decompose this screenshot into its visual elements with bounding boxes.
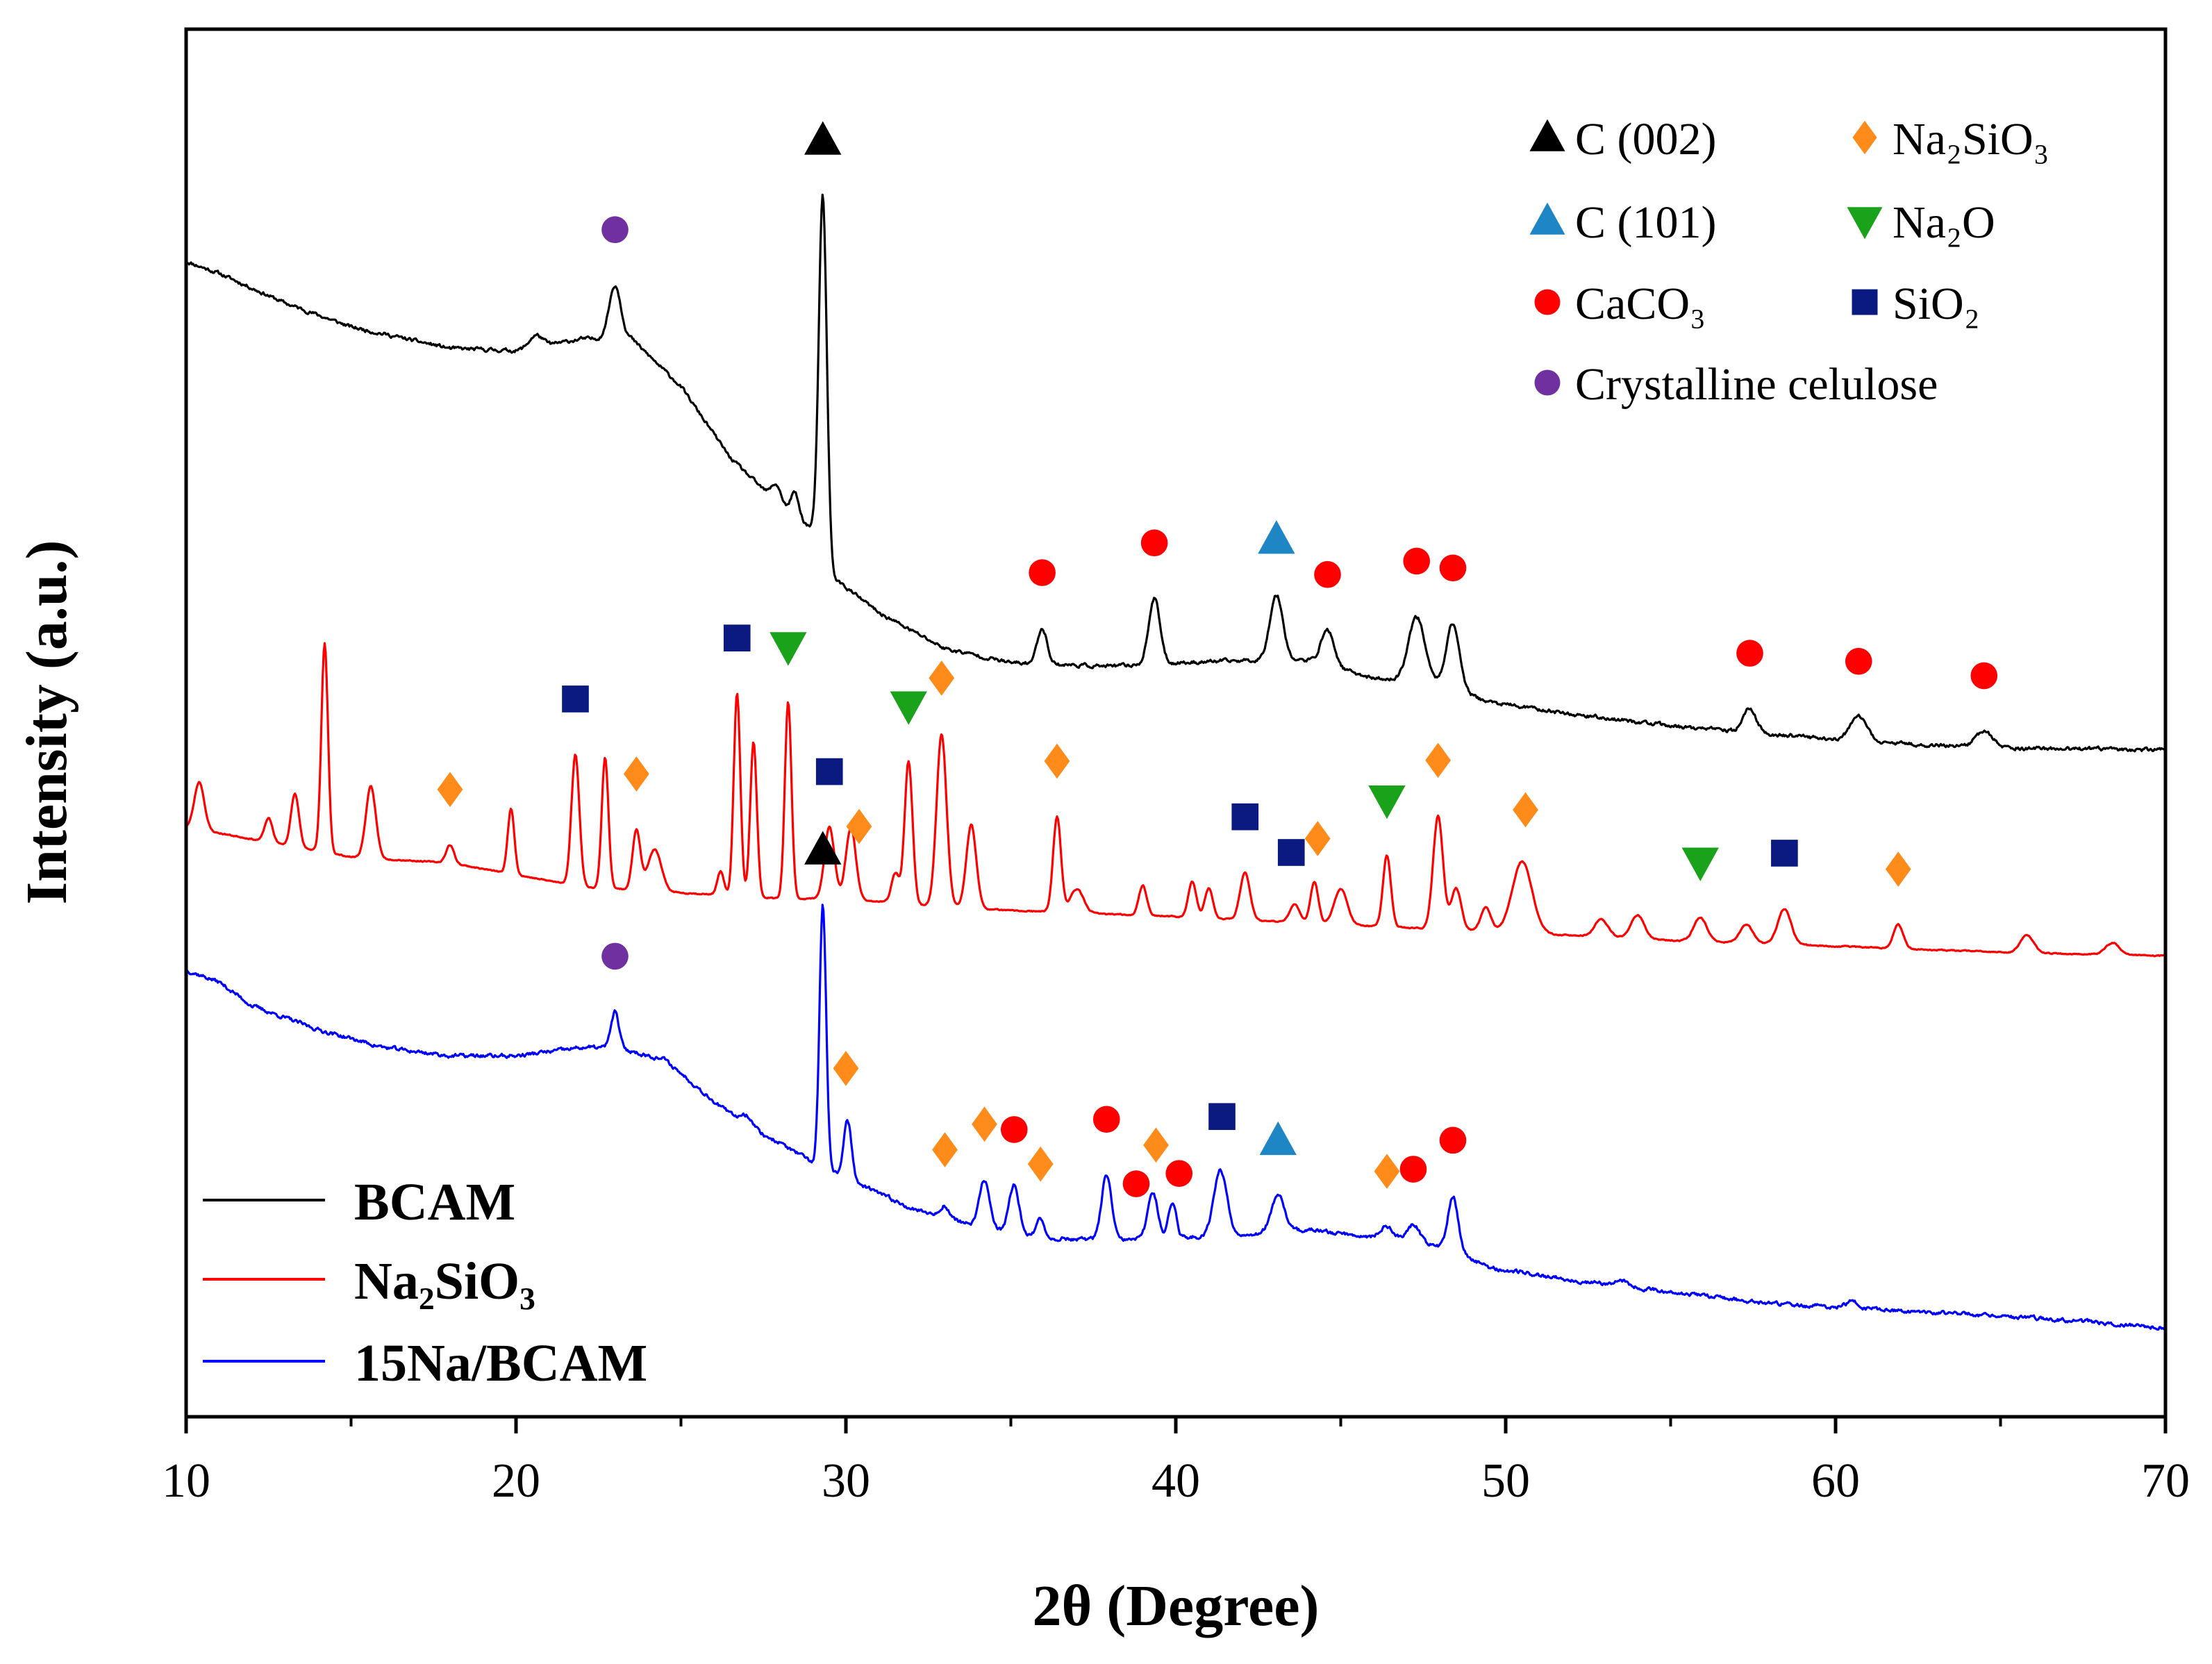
phase-marker-34	[972, 1106, 997, 1142]
phase-marker-27	[1681, 847, 1719, 881]
phase-marker-15	[770, 632, 807, 666]
phase-marker-13	[623, 756, 649, 792]
series-line-1	[185, 642, 2166, 958]
phase-marker-30	[804, 831, 842, 865]
series-legend: BCAM Na₂SiO₃ 15Na/BCAM	[203, 1173, 647, 1392]
x-tick-label-2: 30	[822, 1454, 870, 1508]
phase-marker-32	[833, 1051, 859, 1086]
x-tick-label-4: 50	[1481, 1454, 1530, 1508]
phase-marker-39	[1143, 1127, 1169, 1163]
series-legend-label-2: 15Na/BCAM	[354, 1334, 647, 1392]
phase-marker-5	[1314, 560, 1341, 588]
phase-marker-3	[1029, 559, 1056, 586]
phase-legend-label-0: C (002)	[1575, 114, 1716, 165]
phase-marker-37	[1092, 1106, 1120, 1133]
phase-legend-symbol-6	[1534, 369, 1561, 396]
series-legend-label-1: Na₂SiO₃	[354, 1252, 535, 1311]
phase-marker-40	[1165, 1160, 1193, 1187]
series-legend-label-0: BCAM	[354, 1173, 515, 1231]
x-axis-title: 2θ (Degree)	[1032, 1574, 1319, 1638]
phase-marker-45	[1439, 1126, 1467, 1154]
phase-legend-symbol-2	[1529, 202, 1565, 235]
x-axis: 10 20 30 40 50 60 70	[162, 1417, 2190, 1508]
x-tick-label-6: 70	[2141, 1454, 2190, 1508]
x-tick-label-3: 40	[1151, 1454, 1200, 1508]
phase-legend: C (002) Na₂SiO₃ C (101) Na₂O CaCO₃ SiO₂ Crysta…	[1529, 114, 2049, 410]
phase-marker-21	[1231, 803, 1259, 831]
phase-marker-24	[1368, 785, 1406, 819]
phase-marker-10	[1970, 662, 1998, 690]
x-tick-label-0: 10	[162, 1454, 210, 1508]
phase-marker-43	[1374, 1154, 1400, 1189]
phase-legend-symbol-4	[1534, 289, 1561, 315]
phase-marker-42	[1259, 1121, 1297, 1156]
phase-legend-label-5: SiO₂	[1893, 278, 1980, 329]
phase-marker-26	[1513, 792, 1538, 828]
phase-marker-12	[562, 685, 589, 713]
phase-marker-6	[1403, 547, 1431, 575]
phase-marker-31	[601, 942, 629, 970]
phase-marker-44	[1399, 1156, 1427, 1183]
phase-legend-label-4: CaCO₃	[1575, 278, 1706, 329]
series-line-0	[185, 193, 2167, 753]
y-axis-title: Intensity (a.u.)	[15, 540, 79, 904]
phase-marker-20	[1044, 743, 1070, 779]
phase-marker-35	[1000, 1116, 1028, 1143]
phase-marker-28	[1771, 840, 1798, 867]
phase-legend-symbol-3	[1847, 207, 1883, 240]
phase-marker-19	[929, 660, 955, 696]
phase-marker-1	[601, 216, 629, 244]
phase-legend-symbol-5	[1852, 289, 1878, 315]
phase-legend-label-6: Crystalline celulose	[1575, 359, 1938, 410]
phase-legend-label-1: Na₂SiO₃	[1893, 114, 2049, 165]
phase-marker-38	[1122, 1170, 1150, 1197]
phase-marker-layer	[437, 121, 1998, 1197]
phase-marker-33	[932, 1132, 958, 1167]
phase-marker-36	[1027, 1146, 1054, 1182]
phase-marker-9	[1845, 647, 1872, 675]
series-layer	[185, 193, 2167, 1331]
phase-marker-4	[1140, 529, 1168, 557]
phase-marker-22	[1277, 839, 1305, 866]
phase-marker-7	[1439, 554, 1467, 582]
phase-marker-14	[723, 624, 751, 652]
x-tick-label-1: 20	[492, 1454, 540, 1508]
x-tick-label-5: 60	[1811, 1454, 1860, 1508]
phase-legend-label-2: C (101)	[1575, 197, 1716, 248]
phase-marker-41	[1208, 1103, 1236, 1131]
phase-marker-23	[1304, 821, 1331, 856]
phase-legend-symbol-0	[1529, 119, 1565, 151]
phase-marker-11	[437, 772, 463, 808]
series-line-2	[185, 904, 2166, 1331]
phase-legend-label-3: Na₂O	[1893, 197, 1995, 248]
phase-marker-18	[890, 691, 927, 725]
phase-marker-8	[1736, 640, 1763, 667]
phase-marker-25	[1425, 742, 1452, 779]
phase-marker-17	[846, 808, 872, 845]
phase-marker-2	[1258, 520, 1295, 554]
phase-marker-29	[1885, 851, 1911, 887]
phase-marker-16	[815, 758, 843, 785]
phase-legend-symbol-1	[1852, 120, 1877, 155]
phase-marker-0	[804, 121, 842, 155]
